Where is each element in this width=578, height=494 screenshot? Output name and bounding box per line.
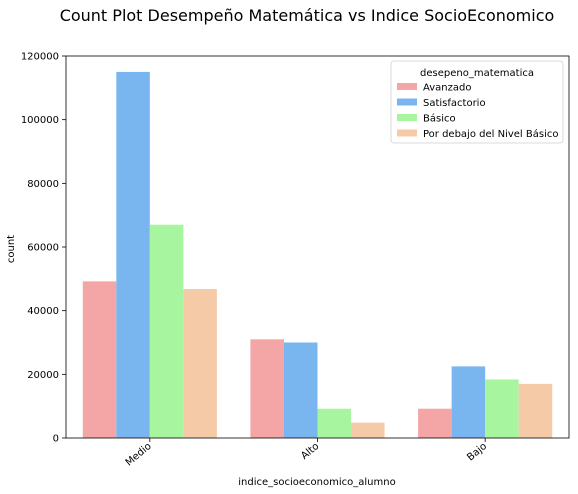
x-axis-label: indice_socioeconomico_alumno xyxy=(238,477,395,488)
legend: desepeno_matematica Avanzado Satisfactorio… xyxy=(390,60,564,144)
y-tick-label: 80000 xyxy=(27,179,59,190)
legend-swatch xyxy=(397,129,417,137)
y-tick-label: 120000 xyxy=(21,52,59,63)
bar-medio-2 xyxy=(149,224,184,438)
legend-swatch xyxy=(397,114,417,121)
bar-medio-3 xyxy=(183,289,217,438)
legend-label: Avanzado xyxy=(423,83,471,94)
bar-bajo-3 xyxy=(518,383,553,438)
chart-title: Count Plot Desempeño Matemática vs Indic… xyxy=(60,6,555,25)
legend-swatch xyxy=(397,83,417,90)
x-tick-label-bajo: Bajo xyxy=(465,441,489,463)
bar-alto-2 xyxy=(317,408,352,438)
bar-alto-1 xyxy=(283,342,318,438)
bar-medio-1 xyxy=(116,71,150,439)
legend-title: desepeno_matematica xyxy=(420,68,534,79)
bar-medio-0 xyxy=(82,281,117,438)
y-tick-label: 40000 xyxy=(27,306,59,317)
plot-area: 0 20000 40000 60000 80000 100000 120000 Medio Al… xyxy=(21,52,570,469)
y-tick-label: 0 xyxy=(53,434,59,445)
x-tick-label-alto: Alto xyxy=(299,441,321,462)
bar-alto-0 xyxy=(250,339,284,438)
legend-label: Satisfactorio xyxy=(423,98,486,109)
y-tick-label: 20000 xyxy=(27,370,59,381)
x-tick-label-medio: Medio xyxy=(124,441,154,469)
y-tick-label: 60000 xyxy=(27,243,59,254)
legend-label: Por debajo del Nivel Básico xyxy=(423,128,558,140)
bar-bajo-0 xyxy=(418,408,452,438)
legend-label: Básico xyxy=(423,113,456,125)
bar-bajo-1 xyxy=(451,366,486,438)
legend-swatch xyxy=(397,98,417,106)
bar-bajo-2 xyxy=(485,379,519,438)
legend-box xyxy=(390,60,564,144)
bar-alto-3 xyxy=(351,422,385,438)
y-axis-label: count xyxy=(6,235,17,263)
y-tick-label: 100000 xyxy=(21,115,59,126)
